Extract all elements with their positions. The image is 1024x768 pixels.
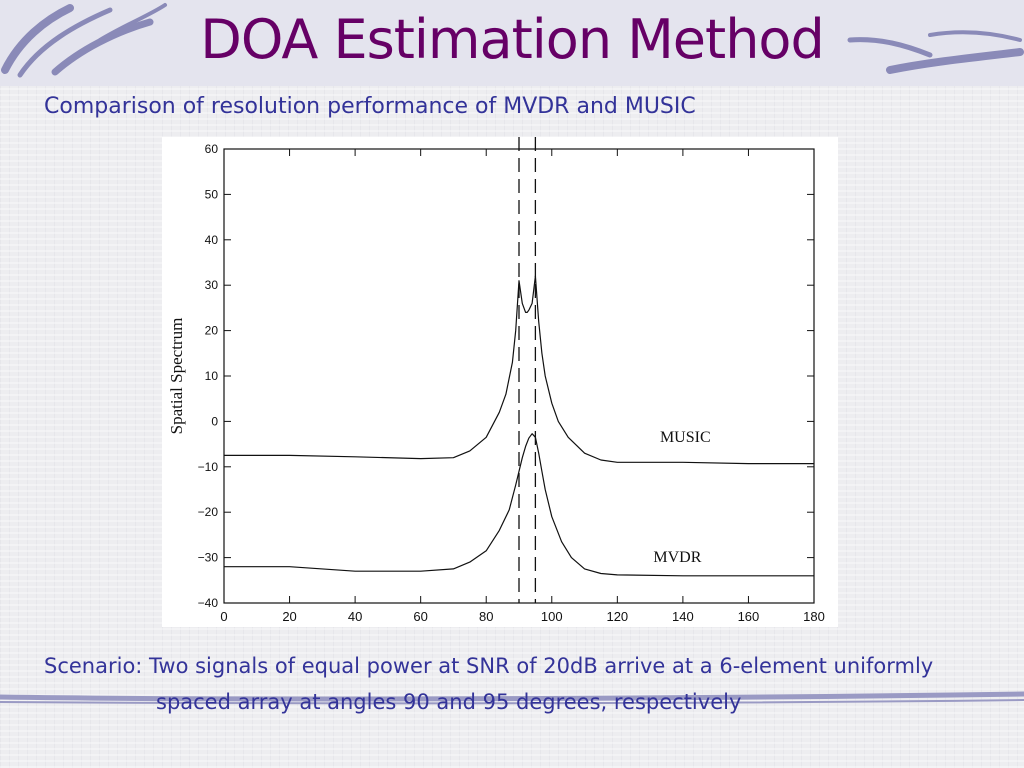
- slide-title: DOA Estimation Method: [200, 8, 825, 71]
- mvdr-curve-label: MVDR: [653, 549, 701, 566]
- spectrum-chart: 60 50 40 30 20 10 0 −10 −20 −30 −40 0 20 40 60 80 100 120…: [162, 137, 838, 627]
- y-tick-label: −10: [198, 460, 219, 474]
- x-tick-label: 100: [541, 609, 563, 624]
- x-tick-label: 40: [348, 609, 362, 624]
- music-curve-label: MUSIC: [660, 429, 711, 446]
- y-tick-label: 50: [205, 187, 219, 201]
- caption-line-1: Scenario: Two signals of equal power at …: [44, 654, 934, 678]
- y-tick-label: 40: [205, 233, 219, 247]
- x-tick-label: 160: [738, 609, 760, 624]
- y-tick-label: 10: [205, 369, 219, 383]
- y-tick-label: 60: [205, 142, 219, 156]
- x-tick-label: 60: [413, 609, 427, 624]
- x-tick-label: 180: [803, 609, 825, 624]
- series-line-music: [224, 275, 814, 465]
- x-tick-label: 0: [220, 609, 227, 624]
- y-tick-label: 20: [205, 324, 219, 338]
- scenario-caption: Scenario: Two signals of equal power at …: [44, 648, 1014, 720]
- y-tick-label: −40: [198, 596, 219, 610]
- y-tick-label: −30: [198, 551, 219, 565]
- y-tick-label: 30: [205, 278, 219, 292]
- y-tick-label: −20: [198, 505, 219, 519]
- slide-subtitle: Comparison of resolution performance of …: [44, 94, 696, 119]
- y-axis-label: Spatial Spectrum: [167, 318, 186, 435]
- x-tick-label: 80: [479, 609, 493, 624]
- x-tick-label: 140: [672, 609, 694, 624]
- x-tick-label: 120: [606, 609, 628, 624]
- series-line-mvdr: [224, 433, 814, 577]
- y-tick-label: 0: [211, 414, 218, 428]
- x-tick-label: 20: [282, 609, 296, 624]
- caption-line-2: spaced array at angles 90 and 95 degrees…: [156, 690, 742, 714]
